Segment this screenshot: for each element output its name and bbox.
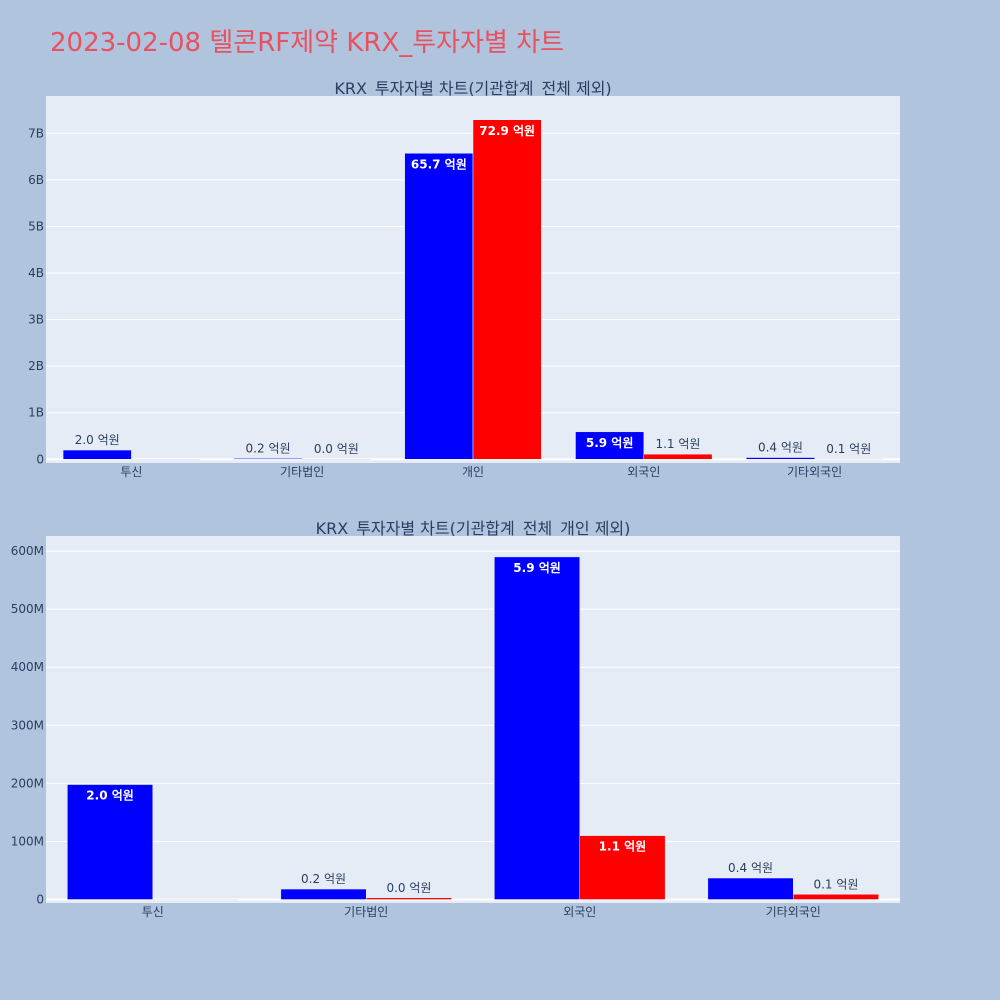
y-tick-label: 1B [28, 406, 44, 420]
investor-chart-excl-individual: KRX_투자자별 차트(기관합계_전체_개인 제외) 0 100M 200M 300M 4… [11, 519, 900, 919]
data-label: 1.1 억원 [599, 840, 647, 854]
y-tick-label: 0 [36, 452, 44, 466]
data-label: 1.1 억원 [655, 437, 700, 451]
x-tick-label: 외국인 [627, 465, 660, 479]
page-title: 2023-02-08 텔콘RF제약 KRX_투자자별 차트 [50, 28, 565, 58]
x-tick-label: 기타외국인 [766, 905, 821, 919]
bar [366, 897, 452, 900]
y-tick-label: 500M [11, 602, 44, 616]
data-label: 65.7 억원 [411, 157, 467, 171]
plot-area [46, 536, 900, 903]
data-label: 2.0 억원 [75, 433, 120, 447]
bar [67, 784, 153, 900]
data-label: 2.0 억원 [86, 789, 134, 803]
bar [707, 877, 794, 900]
bar [152, 899, 239, 901]
data-label: 0.0 억원 [314, 442, 359, 456]
y-tick-label: 400M [11, 660, 44, 674]
y-tick-label: 4B [28, 266, 44, 280]
data-label: 0.0 억원 [386, 881, 431, 895]
chart-title: KRX_투자자별 차트(기관합계_전체_개인 제외) [316, 519, 631, 539]
bar [746, 457, 815, 460]
data-label: 5.9 억원 [513, 561, 561, 575]
x-tick-label: 기타법인 [344, 905, 388, 919]
y-tick-label: 600M [11, 544, 44, 558]
bar [131, 459, 200, 461]
bar [814, 458, 884, 460]
bar [643, 453, 713, 460]
y-tick-label: 7B [28, 126, 44, 140]
bar [301, 458, 371, 460]
data-label: 0.2 억원 [246, 441, 291, 455]
data-label: 0.4 억원 [728, 861, 773, 875]
bar [233, 458, 303, 460]
x-tick-label: 투신 [142, 905, 164, 919]
bar [579, 835, 666, 900]
bar [280, 888, 367, 900]
x-tick-label: 개인 [462, 465, 484, 479]
y-tick-label: 2B [28, 359, 44, 373]
data-label: 0.2 억원 [301, 872, 346, 886]
x-tick-label: 기타외국인 [787, 465, 842, 479]
data-label: 5.9 억원 [586, 436, 634, 450]
data-label: 0.1 억원 [826, 442, 871, 456]
y-tick-label: 3B [28, 313, 44, 327]
bar [494, 556, 581, 900]
bar [404, 153, 474, 460]
y-tick-label: 100M [11, 834, 44, 848]
x-tick-label: 외국인 [563, 905, 596, 919]
y-tick-label: 200M [11, 776, 44, 790]
investor-chart-all: KRX_투자자별 차트(기관합계_전체 제외) 0 1B 2B 3B 4B 5B 6B 7B 투신… [28, 79, 900, 479]
y-tick-label: 5B [28, 219, 44, 233]
x-tick-label: 기타법인 [280, 465, 324, 479]
x-tick-label: 투신 [120, 465, 142, 479]
bar [575, 431, 645, 460]
chart-title: KRX_투자자별 차트(기관합계_전체 제외) [334, 79, 611, 99]
y-tick-label: 0 [36, 893, 44, 907]
bar [793, 894, 879, 900]
bar [62, 449, 132, 460]
data-label: 0.4 억원 [758, 441, 803, 455]
data-label: 0.1 억원 [813, 877, 858, 891]
bar [472, 119, 542, 460]
y-tick-label: 300M [11, 718, 44, 732]
y-tick-label: 6B [28, 173, 44, 187]
data-label: 72.9 억원 [479, 124, 535, 138]
